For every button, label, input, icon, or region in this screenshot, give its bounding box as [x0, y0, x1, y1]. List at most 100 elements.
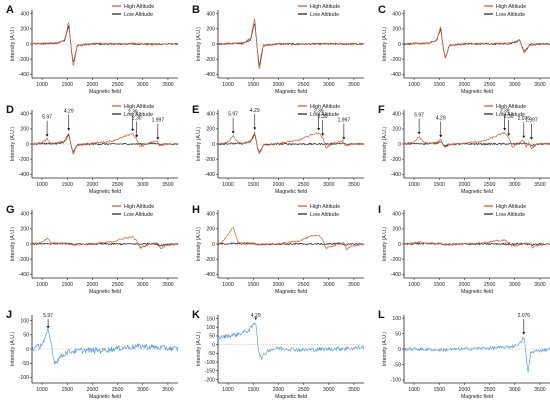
x-tick-label: 1000 [408, 182, 420, 188]
x-tick-label: 2000 [273, 282, 285, 288]
y-tick-label: 0 [26, 42, 29, 48]
y-tick-label: 200 [206, 227, 215, 233]
series-line-spectrum [31, 328, 179, 365]
annotation-label: 2.39 [128, 109, 138, 115]
series-line-high-altitude [31, 236, 179, 250]
y-tick-label: -200 [391, 57, 401, 63]
x-tick-label: 2500 [112, 82, 124, 88]
x-tick-label: 3500 [348, 282, 360, 288]
series-line-high-altitude [31, 22, 179, 67]
y-tick-label: 200 [20, 127, 29, 133]
y-tick-label: 100 [20, 318, 29, 324]
annotation-arrowhead [522, 135, 526, 139]
x-tick-label: 1000 [36, 387, 48, 393]
annotation-arrowhead [135, 134, 139, 138]
y-tick-label: -400 [205, 272, 215, 278]
y-tick-label: -200 [391, 257, 401, 263]
annotation-arrowhead [529, 137, 533, 140]
x-tick-label: 1500 [433, 82, 445, 88]
x-tick-label: 2000 [459, 182, 471, 188]
panel-j: J 1000 1500 2000 2500 3000 3500 -100 -50 0 50 100 Ma… [6, 309, 179, 400]
annotation-arrowhead [503, 128, 507, 131]
y-tick-label: 400 [20, 112, 29, 118]
x-tick-label: 2000 [87, 182, 99, 188]
annotation-label: 4.29 [64, 109, 74, 115]
annotation-label: 1.997 [152, 118, 165, 124]
x-tick-label: 1500 [433, 387, 445, 393]
annotation-label: 1.997 [525, 118, 538, 124]
x-tick-label: 1000 [222, 82, 234, 88]
legend-label: Low Altitude [496, 212, 525, 218]
panel-label-d: D [6, 104, 14, 116]
y-tick-label: -400 [391, 72, 401, 78]
y-axis-label: Intensity (A.U.) [196, 227, 202, 262]
x-tick-label: 2000 [273, 182, 285, 188]
y-axis-label: Intensity (A.U.) [196, 27, 202, 62]
y-tick-label: 100 [206, 325, 215, 331]
panel-f: F 1000 1500 2000 2500 3000 3500 -400 -200 0 200 400… [378, 104, 550, 195]
y-tick-label: 400 [20, 12, 29, 18]
y-tick-label: 200 [392, 227, 401, 233]
panel-label-b: B [192, 4, 200, 16]
y-tick-label: 50 [23, 333, 29, 339]
x-tick-label: 1000 [408, 282, 420, 288]
legend-label: High Altitude [310, 204, 340, 210]
x-tick-label: 2500 [112, 182, 124, 188]
x-axis-label: Magnetic field [89, 394, 121, 400]
panel-h: H 1000 1500 2000 2500 3000 3500 -400 -200 0 200 400… [192, 204, 365, 295]
annotation-arrowhead [522, 332, 526, 335]
x-tick-label: 3000 [323, 182, 335, 188]
y-tick-label: 400 [206, 112, 215, 118]
y-axis-label: Intensity (A.U.) [382, 227, 388, 262]
annotation-label: 2.39 [500, 109, 510, 115]
y-tick-label: 200 [20, 27, 29, 33]
annotation-label: 2.076 [518, 116, 531, 122]
annotation-arrowhead [46, 326, 50, 329]
y-tick-label: -200 [19, 157, 29, 163]
x-tick-label: 1500 [61, 282, 73, 288]
y-tick-label: -200 [19, 57, 29, 63]
y-tick-label: -400 [205, 72, 215, 78]
panel-g: G 1000 1500 2000 2500 3000 3500 -400 -200 0 200 400… [6, 204, 179, 295]
y-tick-label: -200 [205, 57, 215, 63]
x-tick-label: 1500 [433, 182, 445, 188]
legend-label: Low Altitude [310, 112, 339, 118]
annotation-label: 5.97 [414, 112, 424, 118]
y-tick-label: 400 [392, 212, 401, 218]
annotation-label: 4.29 [436, 115, 446, 121]
legend-label: Low Altitude [310, 12, 339, 18]
series-line-low-altitude [218, 133, 365, 153]
x-tick-label: 2500 [298, 182, 310, 188]
annotation-arrowhead [254, 317, 258, 320]
x-tick-label: 2500 [298, 387, 310, 393]
y-tick-label: 200 [206, 127, 215, 133]
y-axis-label: Intensity (A.U.) [196, 127, 202, 162]
y-tick-label: 400 [392, 112, 401, 118]
y-tick-label: 0 [398, 142, 401, 148]
panel-label-e: E [192, 104, 199, 116]
legend-label: Low Altitude [124, 112, 153, 118]
annotation-arrowhead [321, 133, 325, 136]
x-tick-label: 3000 [137, 182, 149, 188]
panel-label-a: A [6, 4, 14, 16]
series-line-spectrum [217, 322, 365, 361]
x-axis-label: Magnetic field [275, 89, 307, 95]
x-tick-label: 2000 [273, 387, 285, 393]
panel-label-i: I [378, 204, 381, 216]
y-tick-label: 400 [392, 12, 401, 18]
x-tick-label: 2500 [484, 82, 496, 88]
x-tick-label: 3000 [137, 282, 149, 288]
legend-label: High Altitude [310, 4, 340, 10]
x-tick-label: 1500 [433, 282, 445, 288]
legend-label: Low Altitude [496, 12, 525, 18]
annotation-label: 5.97 [42, 115, 52, 121]
legend-label: Low Altitude [124, 212, 153, 218]
annotation-label: 2.30 [318, 114, 328, 120]
x-tick-label: 3000 [137, 387, 149, 393]
x-tick-label: 3000 [509, 282, 521, 288]
x-tick-label: 3500 [534, 282, 546, 288]
x-tick-label: 1500 [61, 82, 73, 88]
annotation-label: 2.076 [518, 313, 531, 319]
y-tick-label: -200 [205, 377, 215, 383]
x-axis-label: Magnetic field [461, 289, 493, 295]
